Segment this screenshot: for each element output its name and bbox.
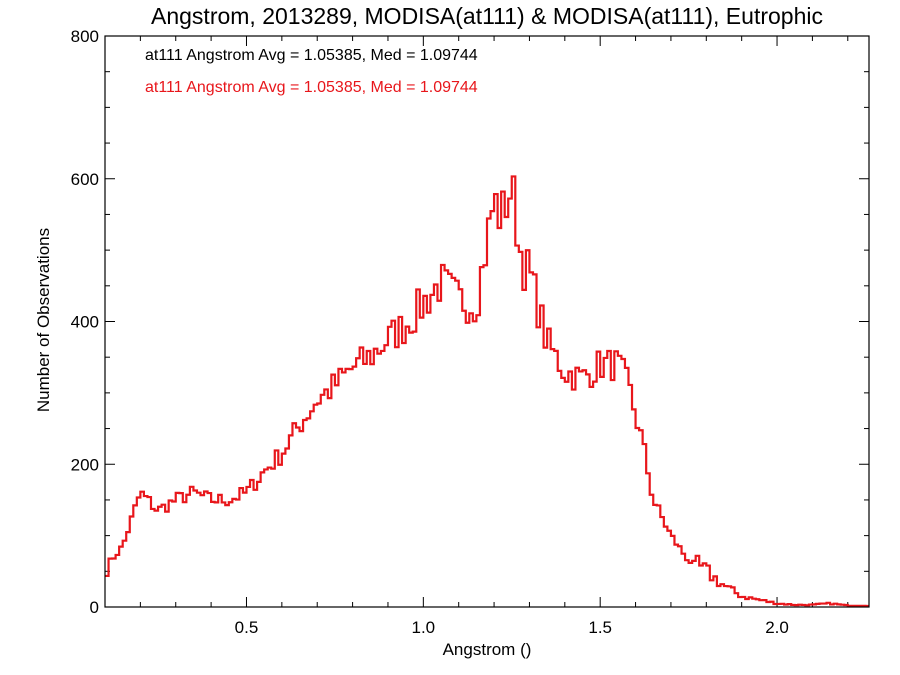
x-tick-label: 1.5 bbox=[588, 618, 612, 637]
y-axis-label: Number of Observations bbox=[34, 228, 53, 412]
x-tick-label: 0.5 bbox=[235, 618, 259, 637]
x-tick-label: 1.0 bbox=[412, 618, 436, 637]
y-tick-label: 600 bbox=[71, 170, 99, 189]
axis-ticks: 0.5 1.0 1.5 2.0 0 200 400 600 800 bbox=[71, 27, 869, 637]
histogram-series-line bbox=[105, 175, 869, 608]
annotation-red: at111 Angstrom Avg = 1.05385, Med = 1.09… bbox=[145, 79, 478, 96]
y-tick-label: 200 bbox=[71, 455, 99, 474]
annotation-black: at111 Angstrom Avg = 1.05385, Med = 1.09… bbox=[145, 47, 478, 64]
plot-frame bbox=[104, 35, 870, 608]
chart-title: Angstrom, 2013289, MODISA(at111) & MODIS… bbox=[151, 3, 823, 29]
x-axis-label: Angstrom () bbox=[443, 640, 532, 659]
x-tick-label: 2.0 bbox=[765, 618, 789, 637]
y-tick-label: 400 bbox=[71, 313, 99, 332]
y-tick-label: 800 bbox=[71, 27, 99, 46]
y-tick-label: 0 bbox=[90, 598, 99, 617]
